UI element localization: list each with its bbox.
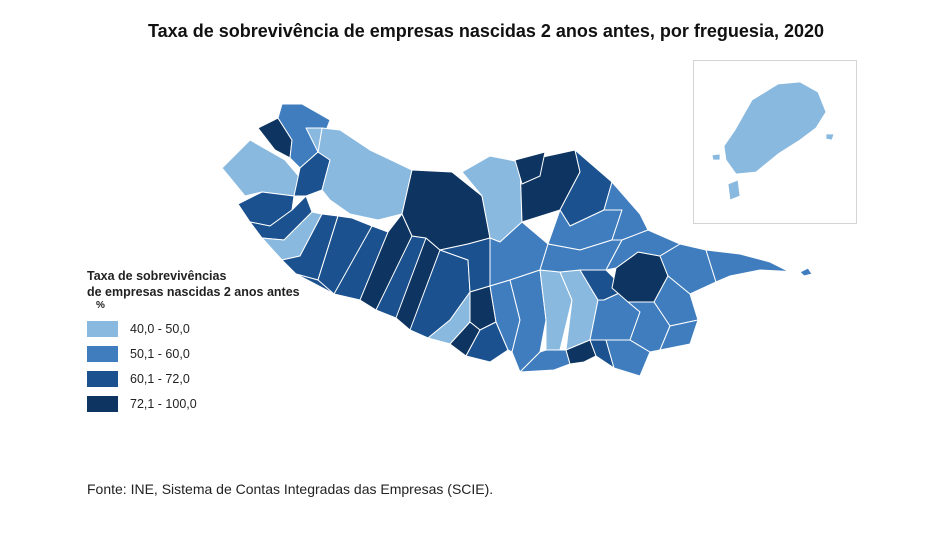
region-arco-sao-jorge (514, 151, 546, 185)
legend-label: 50,1 - 60,0 (130, 347, 190, 361)
legend-swatch (87, 346, 118, 362)
map-legend: Taxa de sobrevivências de empresas nasci… (87, 268, 300, 418)
region-santa-cruz-coast (659, 319, 699, 351)
legend-label: 60,1 - 72,0 (130, 372, 190, 386)
region-santa-cruz (627, 301, 671, 353)
porto-santo-islet-east (825, 133, 835, 141)
map-title: Taxa de sobrevivência de empresas nascid… (148, 21, 825, 41)
region-se (565, 339, 597, 365)
region-ponta-de-sao-lourenco (799, 267, 813, 277)
source-note: Fonte: INE, Sistema de Contas Integradas… (87, 481, 494, 497)
legend-item: 72,1 - 100,0 (87, 393, 300, 415)
legend-title-line2: de empresas nascidas 2 anos antes (87, 285, 300, 299)
region-santo-da-serra (605, 229, 681, 271)
legend-label: 72,1 - 100,0 (130, 397, 197, 411)
legend-label: 40,0 - 50,0 (130, 322, 190, 336)
legend-unit: % (96, 300, 105, 311)
legend-swatch (87, 371, 118, 387)
porto-santo-islet-west (711, 153, 721, 161)
region-sao-vicente-light (317, 127, 413, 221)
porto-santo-inset-frame (693, 60, 857, 224)
legend-swatch (87, 321, 118, 337)
region-canical (705, 249, 801, 283)
region-gaula (605, 339, 651, 377)
legend-item: 50,1 - 60,0 (87, 343, 300, 365)
legend-title-line1: Taxa de sobrevivências (87, 269, 227, 283)
porto-santo-islet-south (727, 179, 741, 201)
region-sao-vicente-light-2 (305, 127, 323, 153)
porto-santo-island (723, 81, 827, 175)
legend-items: 40,0 - 50,0 50,1 - 60,0 60,1 - 72,0 72,1… (87, 318, 300, 415)
legend-item: 40,0 - 50,0 (87, 318, 300, 340)
legend-swatch (87, 396, 118, 412)
legend-item: 60,1 - 72,0 (87, 368, 300, 390)
